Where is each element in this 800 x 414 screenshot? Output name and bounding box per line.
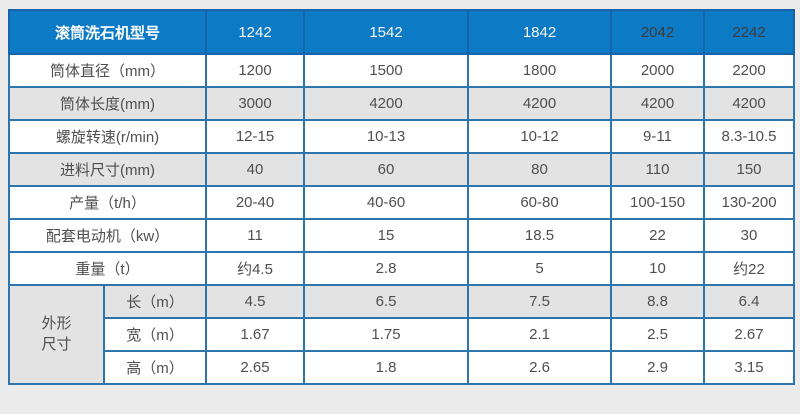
- cell-value: 10-12: [467, 119, 613, 154]
- cell-value: 4.5: [205, 284, 306, 319]
- table-row-dimension-height: 高（m） 2.65 1.8 2.6 2.9 3.15: [9, 350, 796, 385]
- cell-value: 2.8: [303, 251, 470, 286]
- cell-value: 22: [610, 218, 706, 253]
- cell-value: 60-80: [467, 185, 613, 220]
- cell-value: 80: [467, 152, 613, 187]
- header-model-2242: 2242: [703, 9, 796, 55]
- cell-value: 4200: [610, 86, 706, 121]
- cell-value: 4200: [303, 86, 470, 121]
- cell-value: 3000: [205, 86, 306, 121]
- row-label: 筒体长度(mm): [7, 86, 208, 121]
- header-model-2042: 2042: [610, 9, 706, 55]
- cell-value: 1200: [205, 53, 306, 88]
- cell-value: 9-11: [610, 119, 706, 154]
- cell-value: 6.5: [303, 284, 470, 319]
- cell-value: 1.75: [303, 317, 470, 352]
- cell-value: 1800: [467, 53, 613, 88]
- cell-value: 2000: [610, 53, 706, 88]
- cell-value: 11: [205, 218, 306, 253]
- table-row-dimension-length: 外形 尺寸 长（m） 4.5 6.5 7.5 8.8 6.4: [8, 284, 796, 385]
- row-label: 重量（t）: [7, 251, 208, 286]
- row-sub-label: 宽（m）: [102, 317, 208, 352]
- row-label: 配套电动机（kw）: [7, 218, 208, 253]
- row-sub-label: 长（m）: [102, 284, 208, 319]
- cell-value: 20-40: [205, 185, 306, 220]
- cell-value: 2.9: [610, 350, 706, 385]
- cell-value: 2200: [703, 53, 796, 88]
- table-row-drum-length: 筒体长度(mm) 3000 4200 4200 4200 4200: [7, 86, 796, 121]
- cell-value: 40-60: [303, 185, 470, 220]
- cell-value: 2.67: [703, 317, 796, 352]
- cell-value: 12-15: [205, 119, 306, 154]
- dimension-label-line2: 尺寸: [41, 335, 72, 353]
- cell-value: 150: [703, 152, 796, 187]
- cell-value: 2.65: [205, 350, 306, 385]
- cell-value: 10: [610, 251, 706, 286]
- table-row-weight: 重量（t） 约4.5 2.8 5 10 约22: [7, 251, 796, 286]
- cell-value: 1.8: [303, 350, 470, 385]
- dimension-label-line1: 外形: [41, 315, 72, 333]
- cell-value: 2.1: [467, 317, 613, 352]
- row-label: 产量（t/h）: [7, 185, 208, 220]
- row-label: 进料尺寸(mm): [7, 152, 208, 187]
- table-row-feed-size: 进料尺寸(mm) 40 60 80 110 150: [7, 152, 796, 187]
- cell-value: 130-200: [703, 185, 796, 220]
- cell-value: 4200: [467, 86, 613, 121]
- cell-value: 1.67: [205, 317, 306, 352]
- row-label: 螺旋转速(r/min): [7, 119, 208, 154]
- row-label: 筒体直径（mm）: [7, 53, 208, 88]
- row-sub-label: 高（m）: [102, 350, 208, 385]
- cell-value: 3.15: [703, 350, 796, 385]
- cell-value: 40: [205, 152, 306, 187]
- table-row-motor-power: 配套电动机（kw） 11 15 18.5 22 30: [7, 218, 796, 253]
- cell-value: 2.6: [467, 350, 613, 385]
- header-model-1842: 1842: [467, 9, 613, 55]
- table-header-row: 滚筒洗石机型号 1242 1542 1842 2042 2242: [7, 9, 796, 55]
- cell-value: 110: [610, 152, 706, 187]
- cell-value: 8.3-10.5: [703, 119, 796, 154]
- cell-value: 1500: [303, 53, 470, 88]
- cell-value: 30: [703, 218, 796, 253]
- table-row-capacity: 产量（t/h） 20-40 40-60 60-80 100-150 130-20…: [7, 185, 796, 220]
- cell-value: 6.4: [703, 284, 796, 319]
- cell-value: 10-13: [303, 119, 470, 154]
- cell-value: 15: [303, 218, 470, 253]
- cell-value: 7.5: [467, 284, 613, 319]
- cell-value: 8.8: [610, 284, 706, 319]
- cell-value: 100-150: [610, 185, 706, 220]
- header-model-title: 滚筒洗石机型号: [7, 9, 208, 55]
- header-model-1542: 1542: [303, 9, 470, 55]
- header-model-1242: 1242: [205, 9, 306, 55]
- cell-value: 4200: [703, 86, 796, 121]
- spec-table: 滚筒洗石机型号 1242 1542 1842 2042 2242 筒体直径（mm…: [7, 9, 796, 385]
- cell-value: 2.5: [610, 317, 706, 352]
- cell-value: 5: [467, 251, 613, 286]
- cell-value: 60: [303, 152, 470, 187]
- dimension-group-label: 外形 尺寸: [8, 284, 105, 385]
- cell-value: 约22: [703, 251, 796, 286]
- cell-value: 18.5: [467, 218, 613, 253]
- cell-value: 约4.5: [205, 251, 306, 286]
- table-row-dimension-width: 宽（m） 1.67 1.75 2.1 2.5 2.67: [9, 317, 796, 352]
- table-row-drum-diameter: 筒体直径（mm） 1200 1500 1800 2000 2200: [7, 53, 796, 88]
- table-row-spiral-speed: 螺旋转速(r/min) 12-15 10-13 10-12 9-11 8.3-1…: [7, 119, 796, 154]
